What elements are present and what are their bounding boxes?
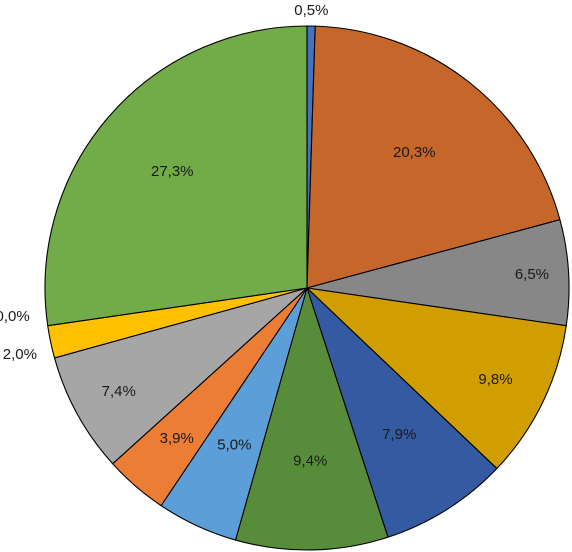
slice-label-1: 0,5% bbox=[294, 2, 328, 19]
pie-slice-4 bbox=[306, 287, 567, 470]
slice-label-6: 9,4% bbox=[293, 452, 327, 469]
slice-label-10: 2,0% bbox=[3, 346, 37, 363]
pie-slice-2 bbox=[306, 25, 561, 289]
slice-label-9: 7,4% bbox=[102, 383, 136, 400]
pie-slice-9 bbox=[53, 287, 308, 465]
slice-label-5: 7,9% bbox=[382, 426, 416, 443]
pie-slices bbox=[44, 25, 570, 551]
pie-slice-12 bbox=[44, 25, 308, 327]
slice-label-3: 6,5% bbox=[515, 266, 549, 283]
pie-slice-6 bbox=[234, 287, 389, 551]
slice-label-2: 20,3% bbox=[393, 144, 436, 161]
pie-slice-5 bbox=[306, 287, 498, 538]
slice-label-7: 5,0% bbox=[217, 436, 251, 453]
slice-label-12: 27,3% bbox=[151, 163, 194, 180]
pie-labels: 0,5% 20,3% 6,5% 9,8% 7,9% 9,4% 5,0% 3,9% 7,4% 2,0… bbox=[0, 2, 549, 470]
slice-label-4: 9,8% bbox=[478, 371, 512, 388]
slice-label-11: 0,0% bbox=[0, 308, 30, 325]
slice-label-8: 3,9% bbox=[160, 430, 194, 447]
